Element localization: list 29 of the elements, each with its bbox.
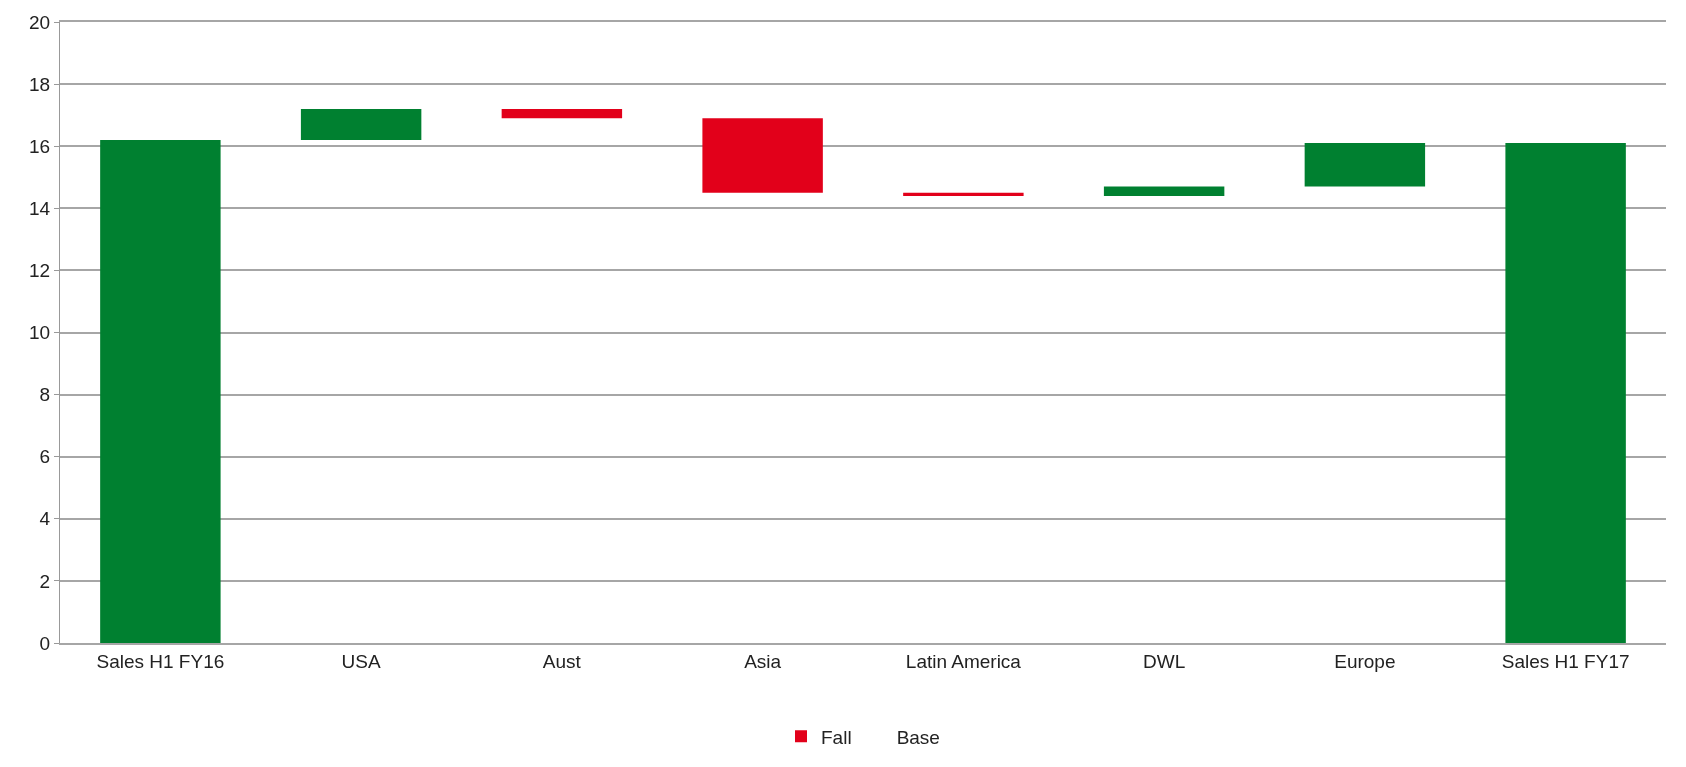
text: Base: [896, 726, 940, 748]
legend-label: Fall: [821, 726, 852, 748]
bar: [903, 192, 1024, 196]
y-tick-label: 20: [29, 11, 51, 33]
x-tick-label: Asia: [744, 650, 782, 672]
y-tick-label: 0: [39, 632, 51, 654]
bar: [1505, 143, 1626, 643]
x-tick-label: Europe: [1334, 650, 1396, 672]
bar: [501, 108, 623, 119]
y-tick-label: 6: [39, 446, 51, 468]
y-tick-label: 12: [29, 260, 51, 282]
bar: [702, 118, 823, 193]
x-tick-label: Sales H1 FY16: [96, 650, 225, 672]
bar: [1103, 186, 1225, 196]
x-tick-label: DWL: [1143, 650, 1186, 672]
x-tick-label: USA: [341, 650, 381, 672]
bar: [100, 139, 221, 643]
y-tick-label: 2: [39, 570, 51, 592]
y-tick-label: 16: [29, 135, 51, 157]
y-tick-label: 18: [29, 73, 51, 95]
bar: [300, 108, 422, 140]
y-tick-label: 10: [29, 322, 51, 344]
x-tick-label: Aust: [542, 650, 582, 672]
y-tick-label: 14: [29, 197, 51, 219]
x-tick-label: Sales H1 FY17: [1501, 650, 1630, 672]
y-tick-label: 4: [39, 508, 51, 530]
y-tick-label: 8: [39, 384, 51, 406]
x-tick-label: Latin America: [905, 650, 1022, 672]
bar: [1304, 143, 1426, 187]
